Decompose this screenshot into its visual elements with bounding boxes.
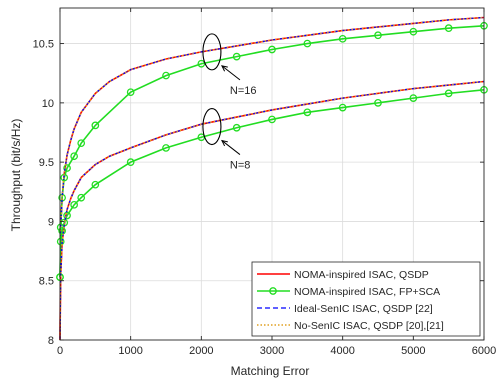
data-point xyxy=(70,152,78,161)
data-point xyxy=(338,103,347,112)
legend-marker xyxy=(269,287,277,295)
x-tick-label: 6000 xyxy=(472,345,496,357)
legend-label-0: NOMA-inspired ISAC, QSDP xyxy=(294,269,429,281)
data-point xyxy=(409,27,418,36)
y-tick-label: 9 xyxy=(48,216,54,228)
annotation-ellipse xyxy=(202,108,222,146)
data-point xyxy=(197,59,206,68)
data-point xyxy=(409,94,418,102)
y-tick-label: 8 xyxy=(48,335,54,347)
data-point xyxy=(77,139,86,148)
series-line-3 xyxy=(59,16,485,341)
data-point xyxy=(63,164,71,172)
data-point xyxy=(268,115,276,124)
y-tick-label: 10.5 xyxy=(33,39,54,51)
series-line-5 xyxy=(59,89,485,278)
y-tick-label: 8.5 xyxy=(39,276,54,288)
annotation-arrowhead xyxy=(221,139,228,147)
series-line-7 xyxy=(59,80,485,341)
legend-label-2: Ideal-SenIC ISAC, QSDP [22] xyxy=(294,303,433,315)
data-point xyxy=(91,180,100,189)
data-point xyxy=(232,123,241,132)
axes: 0 1000 2000 3000 4000 5000 6000 8 8.5 9 9.5 10 10.5 xyxy=(33,7,496,357)
x-tick-label: 0 xyxy=(57,345,63,357)
data-point xyxy=(58,227,66,235)
annotation-label: N=16 xyxy=(230,85,257,97)
y-axis-label: Throughput (bit/s/Hz) xyxy=(9,119,23,232)
x-tick-label: 4000 xyxy=(330,345,354,357)
data-point xyxy=(232,52,241,61)
data-point xyxy=(303,39,312,48)
x-tick-label: 1000 xyxy=(118,345,142,357)
y-tick-label: 10 xyxy=(42,98,54,110)
x-tick-label: 2000 xyxy=(189,345,213,357)
data-point xyxy=(268,45,276,54)
annotation-arrow xyxy=(221,140,241,155)
annotation-arrow xyxy=(221,65,241,81)
data-point xyxy=(91,121,100,130)
legend-label-3: No-SenIC ISAC, QSDP [20],[21] xyxy=(294,320,444,332)
y-tick-label: 9.5 xyxy=(39,157,54,169)
data-point xyxy=(303,108,312,117)
x-tick-label: 3000 xyxy=(260,345,284,357)
annotation-ellipse xyxy=(202,33,222,71)
data-point xyxy=(126,88,135,97)
x-tick-label: 5000 xyxy=(401,345,425,357)
legend: NOMA-inspired ISAC, QSDP NOMA-inspired IS… xyxy=(251,261,481,337)
data-point xyxy=(444,89,453,98)
annotation-label: N=8 xyxy=(230,160,251,172)
data-point xyxy=(70,200,78,209)
data-point xyxy=(126,158,135,166)
series-layer xyxy=(56,16,488,341)
data-point xyxy=(374,31,382,40)
data-point xyxy=(77,193,86,202)
annotation-arrowhead xyxy=(221,65,228,72)
data-point xyxy=(162,71,170,80)
data-point xyxy=(444,24,453,33)
x-axis-label: Matching Error xyxy=(231,364,310,378)
data-point xyxy=(56,237,65,246)
legend-label-1: NOMA-inspired ISAC, FP+SCA xyxy=(294,286,440,298)
data-point xyxy=(338,34,347,43)
data-point xyxy=(162,144,170,152)
annotations: N=16 N=8 xyxy=(202,33,257,172)
data-point xyxy=(374,99,382,107)
